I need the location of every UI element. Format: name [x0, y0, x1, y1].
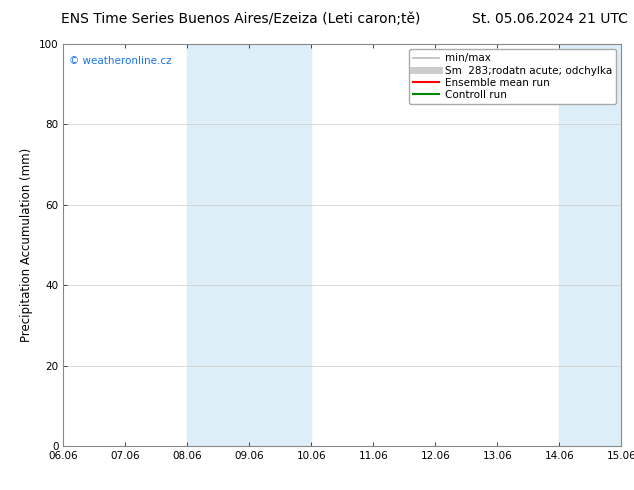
Bar: [188, 44, 311, 446]
Legend: min/max, Sm  283;rodatn acute; odchylka, Ensemble mean run, Controll run: min/max, Sm 283;rodatn acute; odchylka, …: [410, 49, 616, 104]
Text: St. 05.06.2024 21 UTC: St. 05.06.2024 21 UTC: [472, 12, 628, 26]
Y-axis label: Precipitation Accumulation (mm): Precipitation Accumulation (mm): [20, 148, 34, 342]
Text: ENS Time Series Buenos Aires/Ezeiza (Leti caron;tě): ENS Time Series Buenos Aires/Ezeiza (Let…: [61, 12, 420, 26]
Text: © weatheronline.cz: © weatheronline.cz: [69, 56, 172, 66]
Bar: [559, 44, 621, 446]
